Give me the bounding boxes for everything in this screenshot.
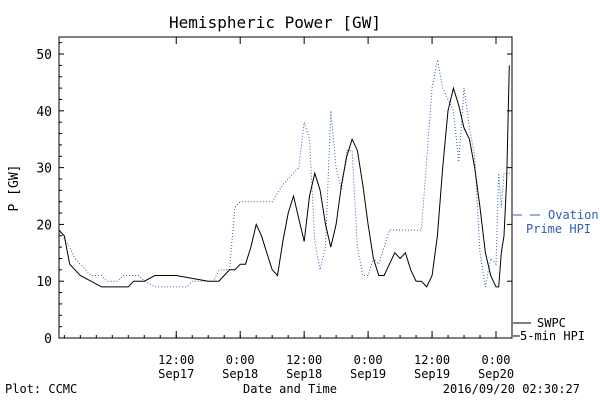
x-tick-label-date: Sep19 xyxy=(350,367,386,381)
x-tick-label-date: Sep17 xyxy=(158,367,194,381)
y-tick-label: 30 xyxy=(36,162,52,177)
y-tick-label: 50 xyxy=(36,48,52,63)
x-tick-label-time: 12:00 xyxy=(158,353,194,367)
legend-swpc: SWPC 5-min HPI xyxy=(513,316,585,343)
legend-ovation: Ovation Prime HPI xyxy=(513,208,599,236)
y-axis-label: P [GW] xyxy=(7,165,22,212)
plot-source-label: Plot: CCMC xyxy=(5,382,77,396)
legend-ovation-line1: Ovation xyxy=(548,208,599,222)
y-axis: 0 10 20 30 40 50 xyxy=(36,42,512,347)
x-tick-label-date: Sep19 xyxy=(414,367,450,381)
legend-swpc-line1: SWPC xyxy=(537,316,566,330)
x-tick-label-date: Sep18 xyxy=(286,367,322,381)
x-tick-label-time: 12:00 xyxy=(414,353,450,367)
y-tick-label: 20 xyxy=(36,218,52,233)
plot-frame xyxy=(58,36,513,339)
x-tick-label-date: Sep18 xyxy=(222,367,258,381)
x-tick-label-time: 0:00 xyxy=(226,353,255,367)
chart-title: Hemispheric Power [GW] xyxy=(169,13,381,32)
x-tick-label-time: 12:00 xyxy=(286,353,322,367)
y-tick-label: 10 xyxy=(36,275,52,290)
y-tick-label: 40 xyxy=(36,105,52,120)
x-tick-label-time: 0:00 xyxy=(482,353,511,367)
x-tick-label-date: Sep20 xyxy=(478,367,514,381)
legend-ovation-line2: Prime HPI xyxy=(526,222,591,236)
x-axis-label: Date and Time xyxy=(243,382,337,396)
x-axis: 12:00Sep170:00Sep1812:00Sep180:00Sep1912… xyxy=(63,37,514,381)
series-line-swpc-5-min-hpi xyxy=(58,65,510,288)
x-tick-label-time: 0:00 xyxy=(354,353,383,367)
legend-swpc-line2: 5-min HPI xyxy=(520,329,585,343)
timestamp-label: 2016/09/20 02:30:27 xyxy=(443,382,580,396)
series-layer xyxy=(58,59,512,288)
series-line-ovation-prime-hpi xyxy=(58,59,512,288)
y-tick-label: 0 xyxy=(44,332,52,347)
